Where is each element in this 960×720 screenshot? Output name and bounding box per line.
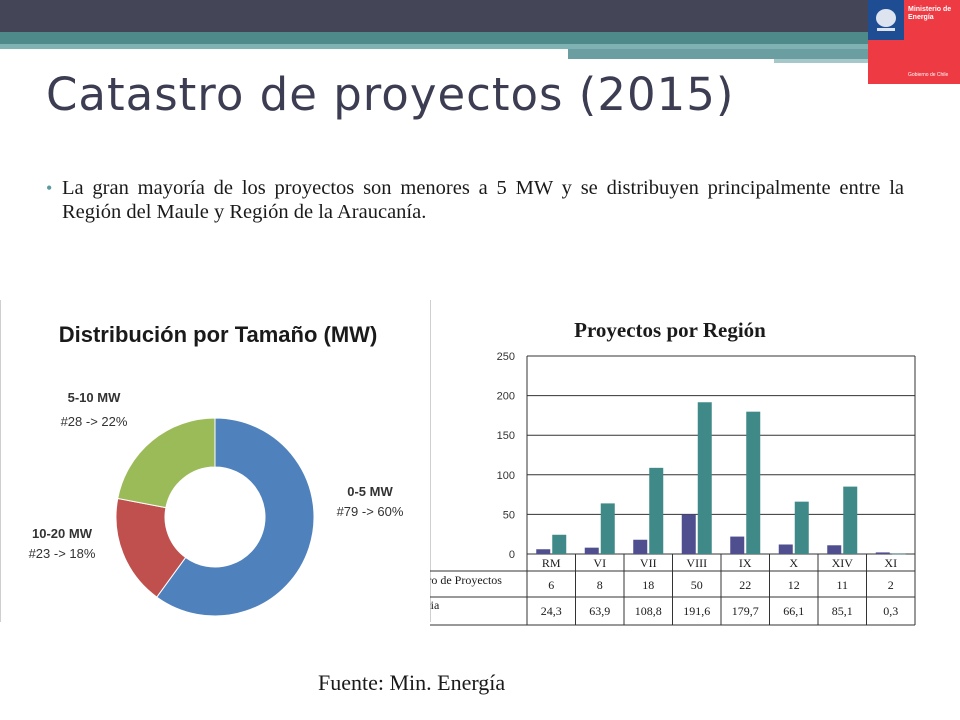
logo-line1: Ministerio de: [908, 6, 952, 13]
coat-of-arms-icon: [876, 9, 896, 31]
table-value: 18: [642, 578, 654, 592]
pie-detail-10-20: #23 -> 18%: [29, 546, 96, 561]
y-tick-label: 200: [497, 391, 515, 403]
bar-marks: [536, 402, 906, 555]
top-bar: [0, 0, 960, 32]
pie-slices: [115, 417, 315, 617]
bar-potencia-VI: [600, 503, 615, 554]
size-distribution-chart: Distribución por Tamaño (MW) 0-5 MW #79 …: [29, 322, 404, 617]
table-value: 191,6: [683, 604, 710, 618]
header-stripe-light: [0, 44, 868, 49]
left-divider: [0, 300, 1, 622]
logo-footer: Gobierno de Chile: [908, 72, 949, 78]
pie-title: Distribución por Tamaño (MW): [59, 322, 378, 347]
logo-emblem: [868, 0, 904, 40]
table-value: 12: [788, 578, 800, 592]
bar-potencia-XIV: [843, 486, 858, 554]
table-value: 179,7: [732, 604, 759, 618]
pie-label-5-10: 5-10 MW: [68, 390, 121, 405]
logo-line2: Energía: [908, 14, 934, 21]
y-tick-label: 150: [497, 430, 515, 442]
category-label: XIV: [832, 556, 854, 570]
table-value: 6: [548, 578, 554, 592]
y-tick-label: 50: [503, 509, 515, 521]
table-value: 24,3: [541, 604, 562, 618]
center-divider: [430, 300, 431, 622]
table-value: 50: [691, 578, 703, 592]
category-label: VII: [640, 556, 657, 570]
bar-proyectos-IX: [730, 536, 745, 554]
category-label: XI: [884, 556, 897, 570]
bar-potencia-VIII: [697, 402, 712, 554]
table-value: 108,8: [635, 604, 662, 618]
table-value: 2: [888, 578, 894, 592]
source-note: Fuente: Min. Energía: [318, 670, 506, 695]
logo-text: Ministerio de Energía: [908, 6, 958, 22]
pie-slice-2: [117, 417, 216, 509]
bar-title: Proyectos por Región: [574, 318, 766, 342]
slide-title: Catastro de proyectos (2015): [46, 68, 735, 121]
ministry-logo: Ministerio de Energía Gobierno de Chile: [868, 0, 960, 84]
bar-potencia-VII: [649, 467, 664, 554]
bar-potencia-IX: [746, 411, 761, 554]
bar-proyectos-X: [778, 544, 793, 554]
bar-proyectos-XI: [875, 552, 890, 554]
pie-label-0-5: 0-5 MW: [347, 484, 393, 499]
pie-slice-0: [156, 417, 315, 617]
category-label: VI: [593, 556, 606, 570]
category-label: X: [789, 556, 798, 570]
bar-potencia-RM: [552, 534, 567, 554]
bar-proyectos-XIV: [827, 545, 842, 554]
pie-detail-5-10: #28 -> 22%: [61, 414, 128, 429]
table-value: 11: [836, 578, 848, 592]
table-value: 63,9: [589, 604, 610, 618]
bar-proyectos-VIII: [681, 514, 696, 554]
header-stripe: [0, 32, 868, 44]
bar-proyectos-VI: [584, 547, 599, 554]
bullet-text: La gran mayoría de los proyectos son men…: [46, 176, 904, 224]
y-tick-label: 0: [509, 549, 515, 561]
table-value: 85,1: [832, 604, 853, 618]
pie-label-10-20: 10-20 MW: [32, 526, 93, 541]
bar-potencia-X: [794, 501, 809, 554]
header-stripe-accent: [568, 49, 868, 59]
legend-label: Potencia: [430, 598, 440, 612]
table-value: 66,1: [783, 604, 804, 618]
bar-proyectos-VII: [633, 539, 648, 554]
category-label: IX: [739, 556, 752, 570]
pie-detail-0-5: #79 -> 60%: [337, 504, 404, 519]
y-tick-label: 250: [497, 351, 515, 363]
category-label: RM: [542, 556, 561, 570]
data-table: RM VI VII VIII IX X XIV XI Número de Proyectos 6 8…: [430, 554, 916, 626]
y-tick-label: 100: [497, 470, 515, 482]
bar-potencia-XI: [891, 553, 906, 555]
category-label: VIII: [686, 556, 707, 570]
legend-label: Número de Proyectos: [430, 573, 502, 587]
bar-proyectos-RM: [536, 549, 551, 554]
table-value: 22: [739, 578, 751, 592]
header-stripe-thin: [774, 59, 868, 63]
bar-y-ticks: 0 50 100 150 200 250: [497, 351, 515, 561]
table-value: 8: [597, 578, 603, 592]
table-value: 0,3: [883, 604, 898, 618]
